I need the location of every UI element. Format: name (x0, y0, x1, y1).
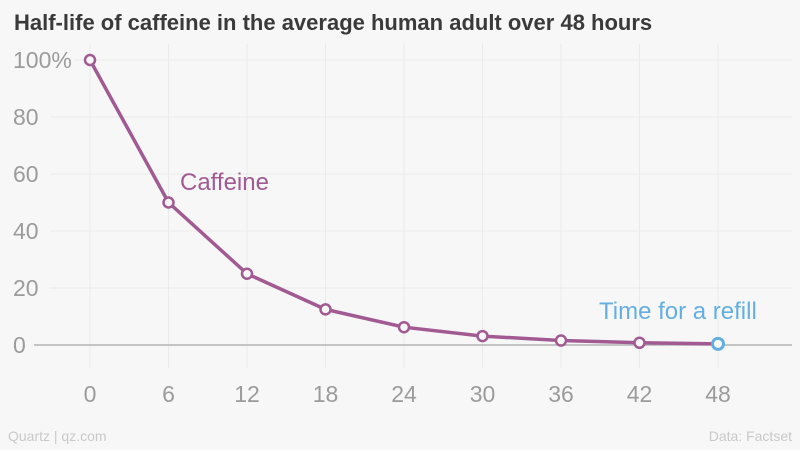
data-point (476, 329, 489, 343)
data-point-markers (83, 53, 725, 351)
x-tick-label: 6 (162, 381, 175, 407)
y-tick-label: 60 (13, 161, 39, 187)
data-point (397, 320, 411, 334)
footer-source-right: Data: Factset (709, 428, 792, 444)
y-tick-label: 20 (13, 275, 39, 301)
x-tick-label: 0 (84, 381, 97, 407)
x-tick-label: 12 (234, 381, 260, 407)
x-tick-label: 30 (470, 381, 496, 407)
data-point (240, 267, 254, 280)
y-tick-label: 80 (13, 104, 39, 130)
data-point-final-refill (711, 336, 725, 351)
x-tick-label: 18 (313, 381, 339, 407)
chart-title: Half-life of caffeine in the average hum… (14, 10, 652, 35)
y-tick-label: 0 (13, 332, 26, 358)
x-tick-label: 24 (391, 381, 417, 407)
y-tick-label: 100% (13, 47, 72, 73)
data-point (319, 303, 332, 316)
horizontal-gridlines (34, 59, 792, 346)
data-point (633, 336, 646, 350)
x-tick-label: 42 (627, 381, 653, 407)
vertical-gridlines (89, 44, 719, 368)
y-axis-tick-labels: 100% 80 60 40 20 0 (13, 47, 72, 358)
x-axis-tick-labels: 0 6 12 18 24 30 36 42 48 (84, 381, 731, 407)
data-point (83, 53, 97, 67)
data-point (554, 334, 568, 347)
x-tick-label: 36 (548, 381, 574, 407)
annotation-time-for-a-refill: Time for a refill (599, 298, 757, 325)
y-tick-label: 40 (13, 218, 39, 244)
series-annotations: Caffeine Time for a refill (180, 169, 757, 325)
x-tick-label: 48 (705, 381, 731, 407)
footer-source-left: Quartz | qz.com (8, 428, 107, 444)
data-point (162, 196, 175, 209)
annotation-caffeine: Caffeine (180, 169, 269, 196)
